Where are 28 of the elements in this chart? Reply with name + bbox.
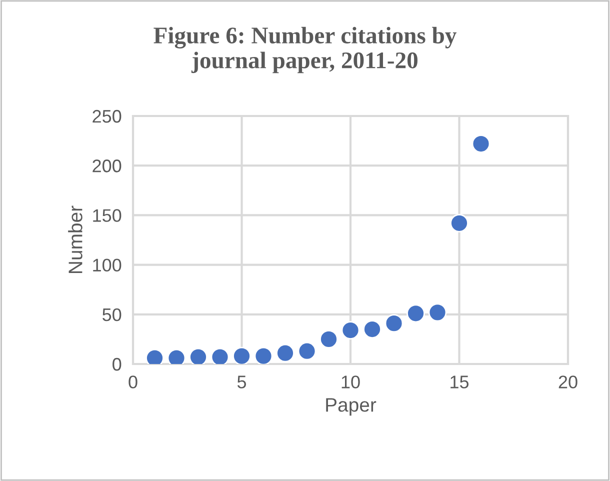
point (363, 320, 382, 338)
y-tick-label: 100 (93, 258, 122, 272)
point (472, 134, 490, 153)
point (210, 348, 230, 364)
y-tick-label: 0 (112, 358, 122, 371)
chart-title: Figure 6: Number citations by journal paper, 2011-20 (154, 26, 457, 74)
y-tick-label: 50 (102, 308, 122, 322)
point (384, 314, 404, 333)
point (320, 330, 338, 348)
x-tick-label: 0 (128, 376, 138, 388)
point (189, 348, 208, 364)
point (428, 303, 447, 322)
point (276, 344, 294, 362)
point (450, 214, 468, 232)
point (406, 304, 425, 323)
point (298, 342, 316, 360)
point (254, 346, 273, 364)
y-axis-title: Number (68, 206, 82, 273)
x-tick-label: 10 (342, 376, 360, 388)
x-tick-label: 15 (450, 376, 469, 388)
y-tick-label: 250 (92, 110, 122, 123)
x-tick-label: 5 (237, 376, 246, 388)
y-tick-label: 200 (92, 160, 122, 172)
x-tick-label: 20 (558, 376, 578, 388)
x-axis-title: Paper (326, 398, 376, 416)
y-tick-label: 150 (93, 209, 122, 222)
point (232, 346, 251, 364)
point (341, 321, 360, 340)
